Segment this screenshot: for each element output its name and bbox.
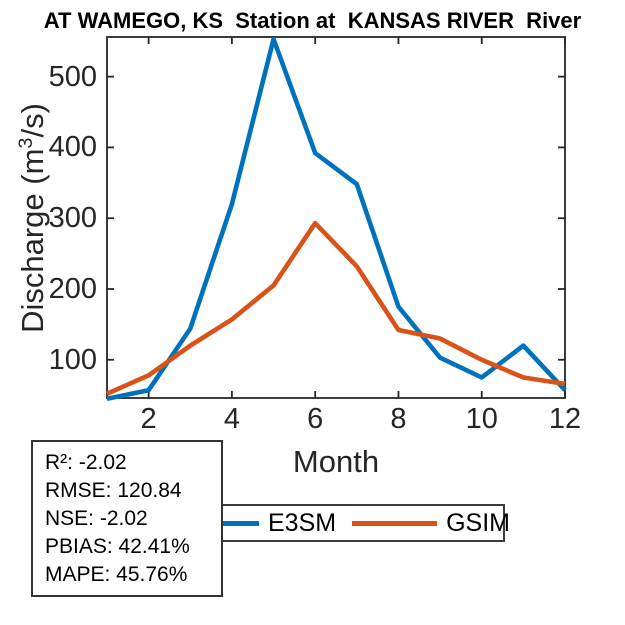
legend-label-gsim: GSIM <box>446 508 510 537</box>
y-tick-label: 500 <box>48 60 97 93</box>
y-tick-label: 100 <box>48 343 97 376</box>
stat-rmse: RMSE: 120.84 <box>45 479 182 502</box>
x-axis-label: Month <box>292 444 380 479</box>
x-tick-label: 4 <box>223 403 240 435</box>
chart-title: AT WAMEGO, KS Station at KANSAS RIVER Ri… <box>43 8 582 33</box>
x-tick-label: 2 <box>140 403 157 435</box>
x-tick-label: 8 <box>390 403 407 435</box>
stat-pbias: PBIAS: 42.41% <box>45 535 190 558</box>
stat-mape: MAPE: 45.76% <box>45 563 188 586</box>
axes-frame <box>106 36 566 399</box>
legend-label-e3sm: E3SM <box>268 508 337 537</box>
series-line-gsim <box>106 220 566 396</box>
x-tick-label: 6 <box>307 403 324 435</box>
y-tick-label: 200 <box>48 272 97 305</box>
ylabel-superscript: 3 <box>15 137 38 149</box>
stats-box: R²: -2.02 RMSE: 120.84 NSE: -2.02 PBIAS:… <box>31 440 223 597</box>
stat-r2: R²: -2.02 <box>45 451 127 474</box>
y-axis-label: Discharge (m3/s) <box>15 103 50 333</box>
x-tick-label: 10 <box>465 403 498 435</box>
legend-entry-gsim: GSIM <box>352 509 510 538</box>
x-tick-label: 12 <box>548 403 582 435</box>
y-tick-label: 300 <box>48 202 97 235</box>
stat-nse: NSE: -2.02 <box>45 507 148 530</box>
series-line-e3sm <box>106 36 567 401</box>
y-tick-label: 400 <box>48 131 97 164</box>
legend-line-sample-gsim <box>352 520 438 526</box>
